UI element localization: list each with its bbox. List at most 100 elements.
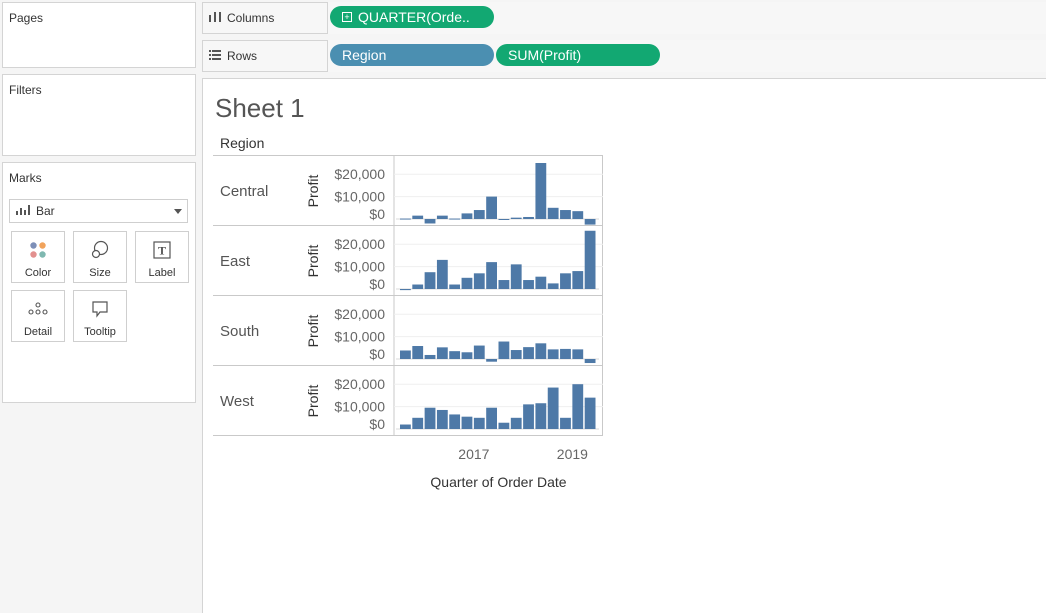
y-tick-label: $20,000 xyxy=(334,236,385,252)
y-tick-label: $10,000 xyxy=(334,259,385,275)
row-header-region: Region xyxy=(220,135,264,151)
pill-region[interactable]: Region xyxy=(330,44,494,66)
bar-central-2019-q3 xyxy=(572,211,584,219)
mark-type-dropdown[interactable]: Bar xyxy=(9,199,188,223)
rows-icon xyxy=(209,49,221,63)
bar-central-2019-q2 xyxy=(560,210,571,219)
bar-west-2017-q2 xyxy=(461,416,473,429)
bar-west-2019-q3 xyxy=(572,384,584,429)
bar-east-2016-q1 xyxy=(400,289,411,291)
filters-card[interactable]: Filters xyxy=(2,74,196,156)
y-tick-label: $20,000 xyxy=(334,376,385,392)
y-tick-label: $0 xyxy=(369,346,385,362)
marks-card: Marks Bar Color Size T Label xyxy=(2,162,196,403)
y-tick-label: $10,000 xyxy=(334,399,385,415)
bar-central-2019-q1 xyxy=(547,207,559,219)
color-button[interactable]: Color xyxy=(11,231,65,283)
label-button[interactable]: T Label xyxy=(135,231,189,283)
x-axis-title: Quarter of Order Date xyxy=(430,474,566,490)
tooltip-bubble-icon xyxy=(74,299,126,319)
bar-central-2016-q3 xyxy=(424,219,436,224)
y-tick-label: $20,000 xyxy=(334,166,385,182)
bar-central-2016-q1 xyxy=(400,218,411,220)
bar-west-2017-q4 xyxy=(486,407,497,429)
bar-central-2018-q4 xyxy=(535,163,547,219)
bar-south-2018-q2 xyxy=(510,350,522,359)
bar-east-2017-q1 xyxy=(449,284,461,289)
bar-west-2018-q2 xyxy=(510,417,522,429)
bar-central-2017-q3 xyxy=(473,210,485,219)
rows-label-text: Rows xyxy=(227,49,258,63)
bar-west-2019-q1 xyxy=(547,387,559,429)
pages-card[interactable]: Pages xyxy=(2,2,196,68)
y-tick-label: $0 xyxy=(369,416,385,432)
filters-card-title: Filters xyxy=(9,83,42,97)
bar-east-2016-q2 xyxy=(412,284,424,289)
y-tick-label: $10,000 xyxy=(334,329,385,345)
bar-central-2017-q4 xyxy=(486,196,497,219)
bar-east-2016-q4 xyxy=(436,259,448,289)
bar-central-2017-q2 xyxy=(461,213,473,219)
color-button-label: Color xyxy=(24,267,52,279)
pages-card-title: Pages xyxy=(9,11,44,25)
bar-south-2017-q3 xyxy=(473,345,485,359)
x-tick-label: 2017 xyxy=(458,446,489,462)
expand-plus-icon[interactable]: + xyxy=(342,12,352,22)
detail-dots-icon xyxy=(12,299,64,319)
region-label-south: South xyxy=(220,323,259,340)
bar-east-2017-q2 xyxy=(461,277,473,289)
sheet-title[interactable]: Sheet 1 xyxy=(215,93,305,123)
svg-text:T: T xyxy=(158,244,166,258)
bar-east-2016-q3 xyxy=(424,272,436,289)
size-button[interactable]: Size xyxy=(73,231,127,283)
bar-central-2018-q1 xyxy=(498,219,510,220)
rows-shelf: Rows Region SUM(Profit) xyxy=(202,40,1046,72)
pill-quarter-order-date[interactable]: + QUARTER(Orde.. xyxy=(330,6,494,28)
y-axis-title: Profit xyxy=(305,315,321,348)
bar-east-2019-q3 xyxy=(572,271,584,289)
bar-east-2018-q3 xyxy=(523,280,534,289)
bar-south-2018-q4 xyxy=(535,343,547,359)
sheet-view[interactable]: Sheet 1 Region Central Profit $0 $10,000 $20,… xyxy=(202,78,1046,613)
bar-south-2017-q4 xyxy=(486,359,497,362)
bar-west-2018-q4 xyxy=(535,403,547,429)
bar-central-2018-q2 xyxy=(510,217,522,219)
size-button-label: Size xyxy=(89,267,111,279)
marks-card-title: Marks xyxy=(9,171,42,185)
y-axis-title: Profit xyxy=(305,385,321,418)
bar-east-2018-q4 xyxy=(535,276,547,289)
columns-drop-zone[interactable]: + QUARTER(Orde.. xyxy=(327,2,1046,34)
y-axis-title: Profit xyxy=(305,175,321,208)
bar-central-2016-q2 xyxy=(412,215,424,219)
columns-label-text: Columns xyxy=(227,11,275,25)
tooltip-button[interactable]: Tooltip xyxy=(73,290,127,342)
bar-central-2019-q4 xyxy=(584,219,596,225)
columns-shelf-label: Columns xyxy=(209,3,274,33)
pill-label: SUM(Profit) xyxy=(508,47,582,63)
pill-sum-profit[interactable]: SUM(Profit) xyxy=(496,44,660,66)
bar-west-2016-q1 xyxy=(400,424,411,429)
bar-east-2019-q4 xyxy=(584,230,596,289)
bar-south-2016-q4 xyxy=(436,347,448,359)
bar-south-2019-q1 xyxy=(547,349,559,359)
rows-shelf-label: Rows xyxy=(209,41,257,71)
bar-west-2019-q2 xyxy=(560,417,571,429)
pill-label: Region xyxy=(342,47,387,63)
bar-south-2018-q3 xyxy=(523,347,534,359)
y-axis-title: Profit xyxy=(305,245,321,278)
pill-label: QUARTER(Orde.. xyxy=(358,9,470,25)
bar-west-2017-q1 xyxy=(449,414,461,429)
bar-west-2016-q4 xyxy=(436,409,448,429)
detail-button[interactable]: Detail xyxy=(11,290,65,342)
rows-drop-zone[interactable]: Region SUM(Profit) xyxy=(327,40,1046,72)
detail-button-label: Detail xyxy=(23,326,53,338)
color-dots-icon xyxy=(12,240,64,260)
chevron-down-icon[interactable] xyxy=(174,209,182,214)
bar-south-2017-q1 xyxy=(449,351,461,359)
bar-chart-icon xyxy=(16,204,30,218)
bar-east-2017-q3 xyxy=(473,273,485,289)
region-label-west: West xyxy=(220,393,255,410)
bar-south-2016-q1 xyxy=(400,350,411,359)
